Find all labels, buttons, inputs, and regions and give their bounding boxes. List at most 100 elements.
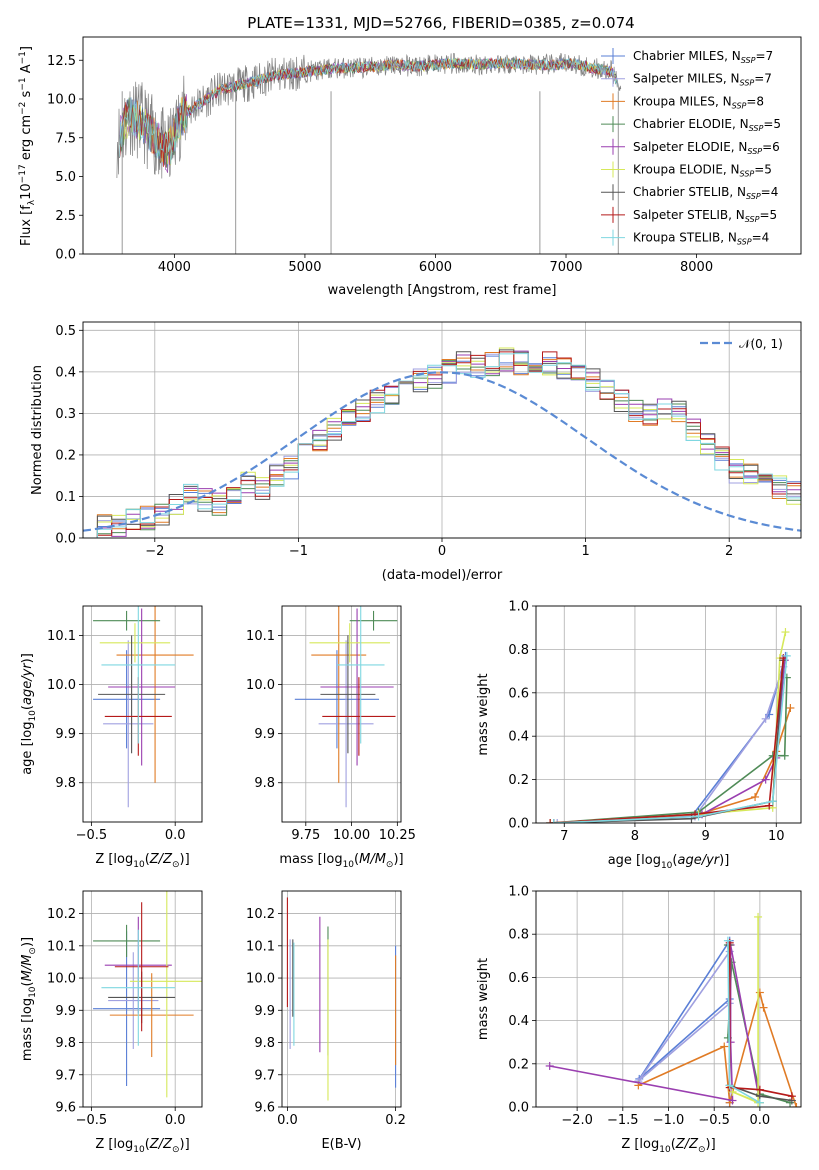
x-tick-label: −2.0 xyxy=(561,1113,593,1128)
y-tick-label: 1.0 xyxy=(508,885,529,900)
x-tick-label: 1 xyxy=(581,544,589,559)
mass_weight_vs_age-series-8 xyxy=(553,655,788,823)
residual-histogram-8 xyxy=(83,353,801,538)
y-tick-label: 10.2 xyxy=(47,907,76,922)
mass_weight_vs_Z-lines xyxy=(545,912,801,1107)
y-tick-label: 10.0 xyxy=(246,972,275,987)
age_vs_Z-points xyxy=(93,606,194,808)
x-tick-label: 0.0 xyxy=(277,1113,298,1128)
residual-frame xyxy=(82,321,802,539)
mass_vs_ebv-frame xyxy=(281,890,402,1108)
residual-xlabel: (data-model)/error xyxy=(382,568,503,583)
y-tick-label: 9.8 xyxy=(254,1036,275,1051)
x-tick-label: 0.2 xyxy=(385,1113,406,1128)
y-tick-label: 9.9 xyxy=(55,727,76,742)
y-tick-label: 9.7 xyxy=(55,1068,76,1083)
y-tick-label: 9.8 xyxy=(254,776,275,791)
legend-label: Salpeter MILES, NSSP=7 xyxy=(633,72,772,88)
x-tick-label: 0.0 xyxy=(165,828,186,843)
x-tick-label: 7 xyxy=(560,829,568,844)
y-tick-label: 0.4 xyxy=(508,1014,529,1029)
y-tick-label: 1.0 xyxy=(508,600,529,615)
y-tick-label: 0.4 xyxy=(55,365,76,380)
y-tick-label: 9.8 xyxy=(55,776,76,791)
x-tick-label: −1.5 xyxy=(607,1113,639,1128)
legend-label: Chabrier STELIB, NSSP=4 xyxy=(633,185,778,201)
x-tick-label: 2 xyxy=(725,544,733,559)
x-tick-label: 0 xyxy=(438,544,446,559)
y-tick-label: 10.0 xyxy=(47,972,76,987)
y-tick-label: 10.1 xyxy=(246,629,275,644)
x-tick-label: −0.5 xyxy=(76,828,108,843)
y-tick-label: 0.6 xyxy=(508,686,529,701)
age_vs_Z-ylabel: age [log10(age/yr)] xyxy=(20,653,38,775)
y-tick-label: 0.8 xyxy=(508,928,529,943)
mass_vs_Z-xlabel: Z [log10(Z/Z⊙)] xyxy=(95,1137,189,1155)
x-tick-label: 8 xyxy=(631,829,639,844)
y-tick-label: 0.8 xyxy=(508,643,529,658)
legend-label: Chabrier ELODIE, NSSP=5 xyxy=(633,117,781,133)
y-tick-label: 10.2 xyxy=(246,907,275,922)
x-tick-label: 9.75 xyxy=(291,828,320,843)
x-tick-label: −1.0 xyxy=(653,1113,685,1128)
y-tick-label: 0.1 xyxy=(55,490,76,505)
mass_weight_vs_Z-series-5 xyxy=(732,916,761,1104)
x-tick-label: −0.5 xyxy=(698,1113,730,1128)
x-tick-label: 10.00 xyxy=(333,828,370,843)
mass_weight_vs_age-ylabel: mass weight xyxy=(476,673,491,755)
y-tick-label: 0.6 xyxy=(508,971,529,986)
x-tick-label: 7000 xyxy=(549,260,582,275)
x-tick-label: 0.0 xyxy=(165,1113,186,1128)
mass_vs_Z-ylabel: mass [log10(M/M⊙)] xyxy=(20,937,38,1061)
legend-label: Kroupa STELIB, NSSP=4 xyxy=(633,231,769,247)
y-tick-label: 9.9 xyxy=(254,727,275,742)
age_vs_mass-points xyxy=(294,606,398,808)
x-tick-label: 9 xyxy=(701,829,709,844)
x-tick-label: −1 xyxy=(289,544,308,559)
y-tick-label: 9.6 xyxy=(254,1101,275,1116)
spectrum-ylabel: Flux [fλ10−17 erg cm−2 s−1 A−1] xyxy=(18,46,37,246)
y-tick-label: 12.5 xyxy=(47,54,76,69)
x-tick-label: 0.0 xyxy=(750,1113,771,1128)
spectrum-xlabel: wavelength [Angstrom, rest frame] xyxy=(328,283,557,298)
mass_weight_vs_Z-series-2 xyxy=(637,992,798,1107)
plot-layer: 4000 5000 6000 7000 80000.02.55.07.510.012.5… xyxy=(18,36,802,1155)
legend-label: Salpeter STELIB, NSSP=5 xyxy=(633,208,777,224)
x-tick-label: 4000 xyxy=(158,260,191,275)
x-tick-label: 10 xyxy=(768,829,785,844)
residual-histograms xyxy=(83,347,801,538)
gaussian-curve xyxy=(83,371,801,532)
y-tick-label: 0.0 xyxy=(508,817,529,832)
age_vs_mass-axes: 9.75 10.00 10.25 9.8 9.9 10.0 10.1 xyxy=(246,606,416,843)
mass_weight_vs_age-axes: 7 8 9 10 0.0 0.2 0.4 0.6 0.8 1.0 xyxy=(508,600,801,844)
y-tick-label: 10.1 xyxy=(47,629,76,644)
x-tick-label: −2 xyxy=(145,544,164,559)
x-tick-label: 6000 xyxy=(419,260,452,275)
legend-label: Chabrier MILES, NSSP=7 xyxy=(633,49,773,65)
mass_weight_vs_Z-axes: −2.0 −1.5 −1.0 −0.5 0.0 0.0 0.2 0.4 0.6 0.8 1.0 xyxy=(508,885,801,1128)
spectrum-legend: Chabrier MILES, NSSP=7 Salpeter MILES, NS… xyxy=(601,48,781,247)
y-tick-label: 10.0 xyxy=(47,93,76,108)
mass_weight_vs_Z-ylabel: mass weight xyxy=(476,958,491,1040)
residual-ylabel: Normed distribution xyxy=(30,365,45,495)
y-tick-label: 5.0 xyxy=(55,170,76,185)
mass_weight_vs_age-xlabel: age [log10(age/yr)] xyxy=(608,853,730,871)
mass_weight_vs_Z-frame xyxy=(535,890,802,1108)
y-tick-label: 0.4 xyxy=(508,730,529,745)
age_vs_Z-xlabel: Z [log10(Z/Z⊙)] xyxy=(95,852,189,870)
mass_weight_vs_Z-series-7 xyxy=(728,942,793,1097)
spectrum-lines xyxy=(116,52,622,254)
y-tick-label: 9.6 xyxy=(55,1101,76,1116)
y-tick-label: 9.8 xyxy=(55,1036,76,1051)
mass_vs_Z-axes: −0.5 0.0 9.6 9.7 9.8 9.9 10.0 10.1 10.2 xyxy=(47,891,202,1128)
residuals-axes: −2 −1 0 1 2 0.0 0.1 0.2 0.3 0.4 0.5 xyxy=(55,322,801,559)
mass_vs_ebv-points xyxy=(286,897,397,1101)
y-tick-label: 0.2 xyxy=(508,773,529,788)
spectrum-axes: 4000 5000 6000 7000 8000 0.0 2.5 5.0 7.5 10.0 12.5 xyxy=(47,54,713,275)
y-tick-label: 0.2 xyxy=(55,448,76,463)
age_vs_Z-axes: −0.5 0.0 9.8 9.9 10.0 10.1 xyxy=(47,606,202,843)
y-tick-label: 9.9 xyxy=(254,1004,275,1019)
age_vs_mass-xlabel: mass [log10(M/M⊙)] xyxy=(279,852,403,870)
